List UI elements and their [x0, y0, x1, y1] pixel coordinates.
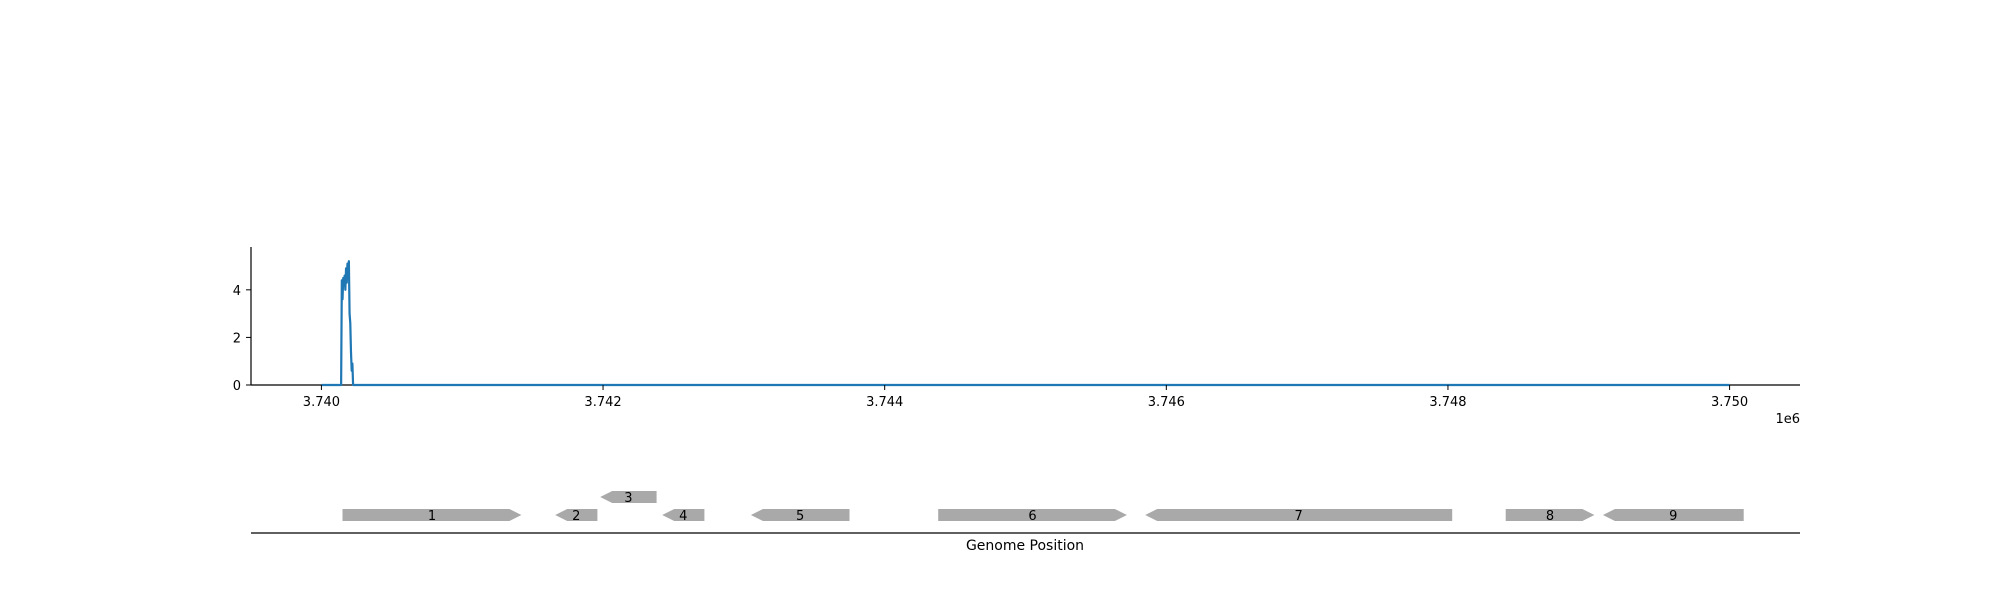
gene-arrow [555, 509, 598, 521]
gene-label: 2 [572, 509, 580, 524]
gene-label: 9 [1669, 509, 1677, 524]
x-tick-label: 3.748 [1429, 395, 1466, 410]
x-tick-label: 3.740 [303, 395, 340, 410]
gene-arrow [342, 509, 522, 521]
y-tick-label: 0 [233, 379, 241, 394]
gene-label: 7 [1295, 509, 1303, 524]
gene-arrow [662, 509, 705, 521]
gene-arrow [938, 509, 1127, 521]
gene-label: 6 [1028, 509, 1036, 524]
gene-arrow [1602, 509, 1744, 521]
gene-track-xlabel: Genome Position [966, 538, 1084, 554]
gene-label: 5 [796, 509, 804, 524]
gene-label: 3 [624, 491, 632, 506]
x-ticks: 3.740 3.742 3.744 3.746 3.748 3.750 [303, 385, 1748, 410]
gene-arrow [1505, 509, 1595, 521]
gene-arrow [1145, 509, 1453, 521]
x-tick-label: 3.744 [866, 395, 903, 410]
y-tick-label: 2 [233, 331, 241, 346]
x-offset-label: 1e6 [1775, 412, 1800, 427]
coverage-line [321, 260, 1730, 387]
coverage-plot: 3.740 3.742 3.744 3.746 3.748 3.750 0 2 4 1e6 [233, 247, 1800, 427]
gene-label: 8 [1546, 509, 1554, 524]
x-tick-label: 3.742 [584, 395, 621, 410]
x-tick-label: 3.746 [1148, 395, 1185, 410]
x-tick-label: 3.750 [1711, 395, 1748, 410]
gene-arrow [750, 509, 850, 521]
y-ticks: 0 2 4 [233, 284, 251, 394]
gene-label: 4 [679, 509, 687, 524]
gene-arrow [600, 491, 657, 503]
gene-track: 1 2 3 4 5 6 7 8 9 Genome Position [251, 491, 1800, 554]
gene-arrows: 1 2 3 4 5 6 7 8 9 [342, 491, 1744, 524]
gene-label: 1 [428, 509, 436, 524]
y-tick-label: 4 [233, 284, 241, 299]
